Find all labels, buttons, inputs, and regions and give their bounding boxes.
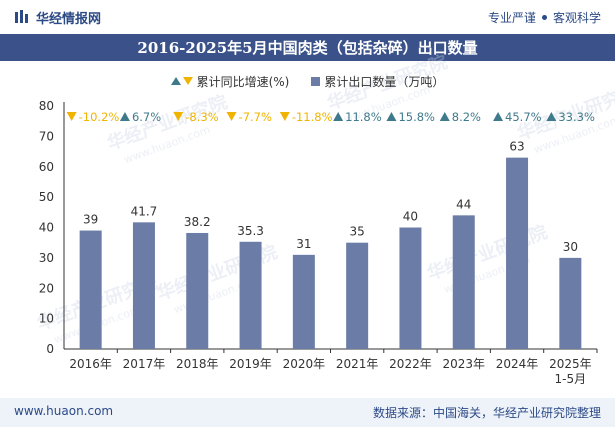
y-tick-label: 60 (39, 160, 54, 174)
growth-down-marker (279, 112, 290, 121)
legend-up-down-icon (170, 77, 193, 85)
growth-label: 33.3% (558, 110, 595, 124)
bar (292, 254, 315, 349)
tagline: 专业严谨 客观科学 (488, 9, 601, 26)
x-tick-label: 2018年 (176, 357, 219, 371)
bar (132, 222, 155, 349)
growth-label: -8.3% (185, 110, 218, 124)
growth-down-marker (66, 112, 77, 121)
x-tick-label: 2021年 (336, 357, 379, 371)
growth-label: -10.2% (79, 110, 120, 124)
growth-up-marker (493, 112, 504, 121)
x-tick-label: 2022年 (389, 357, 432, 371)
brand[interactable]: 华经情报网 (14, 8, 102, 27)
bar-value-label: 44 (456, 197, 471, 211)
x-tick-label: 2016年 (69, 357, 112, 371)
growth-label: 8.2% (452, 110, 481, 124)
x-tick-label: 1-5月 (555, 372, 587, 386)
growth-up-marker (546, 112, 557, 121)
x-tick-label: 2023年 (442, 357, 485, 371)
growth-up-marker (386, 112, 397, 121)
bar (452, 215, 475, 349)
legend-volume-label: 累计出口数量（万吨） (324, 74, 445, 89)
growth-label: -7.7% (239, 110, 272, 124)
growth-label: 6.7% (132, 110, 161, 124)
growth-up-marker (119, 112, 130, 121)
legend-growth-label: 累计同比增速(%) (196, 74, 290, 89)
x-tick-label: 2020年 (283, 357, 326, 371)
tagline-right: 客观科学 (552, 11, 601, 25)
x-tick-label: 2025年 (549, 357, 592, 371)
y-tick-label: 80 (39, 99, 54, 113)
bar-value-label: 30 (563, 240, 578, 254)
legend-item-volume: 累计出口数量（万吨） (311, 73, 444, 90)
growth-label: 11.8% (345, 110, 382, 124)
bar-value-label: 38.2 (184, 215, 211, 229)
bar-value-label: 39 (83, 213, 98, 227)
bar-value-label: 63 (509, 140, 524, 154)
growth-label: 45.7% (505, 110, 542, 124)
growth-up-marker (439, 112, 450, 121)
bar (186, 232, 209, 349)
y-tick-label: 70 (39, 129, 54, 143)
brand-name: 华经情报网 (36, 11, 102, 27)
x-tick-label: 2019年 (229, 357, 272, 371)
growth-down-marker (226, 112, 237, 121)
x-tick-label: 2017年 (123, 357, 166, 371)
bar (399, 227, 422, 349)
footer-site-link[interactable]: www.huaon.com (14, 404, 114, 418)
y-tick-label: 50 (39, 190, 54, 204)
chart-canvas: 华经产业研究院www.huaon.com华经产业研究院www.huaon.com… (34, 51, 615, 386)
y-tick-label: 10 (39, 312, 54, 326)
x-tick-label: 2024年 (496, 357, 539, 371)
bar-value-label: 35 (350, 225, 365, 239)
growth-label: -11.8% (292, 110, 333, 124)
footer: www.huaon.com 数据来源：中国海关，华经产业研究院整理 (0, 398, 615, 427)
chart-title: 2016-2025年5月中国肉类（包括杂碎）出口数量 (137, 39, 478, 57)
legend-item-growth: 累计同比增速(%) (170, 73, 290, 90)
footer-source: 数据来源：中国海关，华经产业研究院整理 (372, 406, 601, 420)
tagline-left: 专业严谨 (487, 11, 536, 25)
tagline-dot-icon (541, 15, 547, 20)
y-tick-label: 20 (39, 281, 54, 295)
bar-value-label: 31 (296, 237, 311, 251)
brand-logo-icon (15, 10, 28, 23)
bar (346, 242, 369, 349)
legend: 累计同比增速(%) 累计出口数量（万吨） (0, 72, 615, 90)
growth-label: 15.8% (398, 110, 435, 124)
bar (559, 257, 582, 349)
bar (79, 230, 102, 349)
y-tick-label: 40 (39, 221, 54, 235)
growth-up-marker (333, 112, 344, 121)
bar (506, 157, 529, 349)
chart-title-bar: 2016-2025年5月中国肉类（包括杂碎）出口数量 (0, 34, 615, 61)
bar-value-label: 35.3 (237, 224, 264, 238)
bar-value-label: 40 (403, 210, 418, 224)
bar (239, 241, 262, 349)
growth-down-marker (173, 112, 184, 121)
top-bar: 华经情报网 专业严谨 客观科学 (0, 0, 615, 34)
y-tick-label: 30 (39, 251, 54, 265)
legend-bar-swatch-icon (311, 76, 321, 86)
y-tick-label: 0 (46, 342, 54, 356)
bar-value-label: 41.7 (131, 204, 158, 218)
